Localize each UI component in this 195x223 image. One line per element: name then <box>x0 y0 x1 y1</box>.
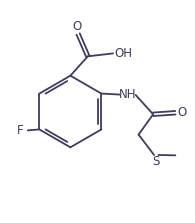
Text: O: O <box>177 106 186 119</box>
Text: S: S <box>152 155 159 168</box>
Text: NH: NH <box>119 88 136 101</box>
Text: F: F <box>17 124 24 137</box>
Text: OH: OH <box>115 47 133 60</box>
Text: O: O <box>73 20 82 33</box>
